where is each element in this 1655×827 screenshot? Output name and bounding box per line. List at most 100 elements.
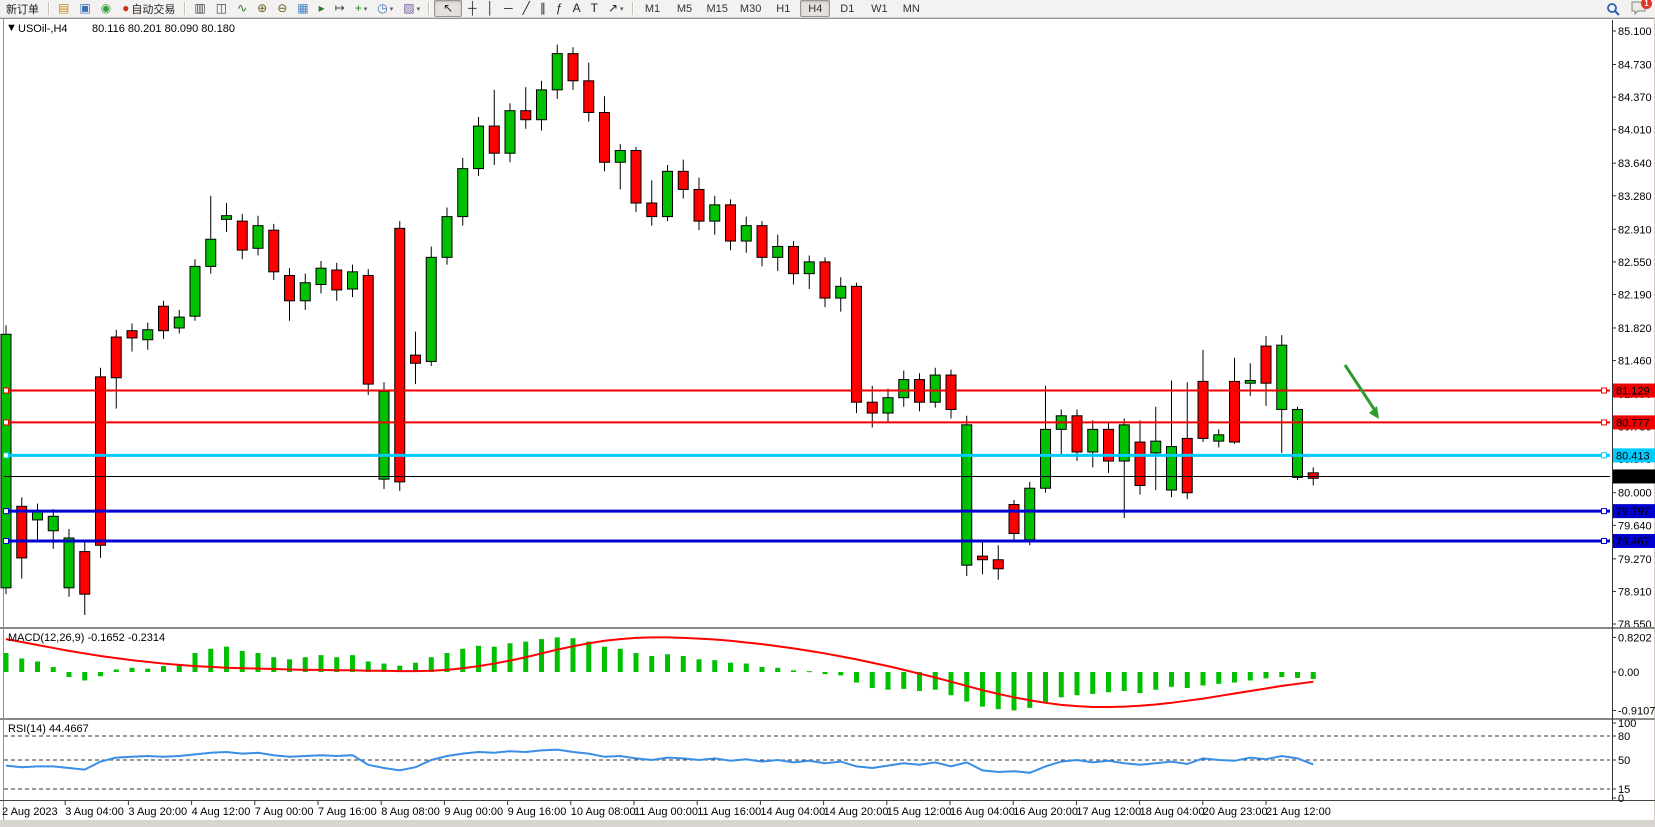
cursor-button[interactable]: ↖	[434, 0, 463, 17]
chart-shift-icon: ↦	[334, 1, 345, 15]
rsi-axis-label: 15	[1618, 784, 1630, 796]
text-button[interactable]: A	[569, 0, 585, 17]
candle	[126, 323, 138, 352]
pivot-line-handle[interactable]	[1601, 452, 1607, 459]
macd-histogram-bar	[539, 639, 544, 672]
rsi-panel-separator[interactable]	[0, 718, 1655, 720]
rsi-indicator-label: RSI(14) 44.4667	[8, 723, 89, 735]
macd-histogram-bar	[318, 655, 324, 672]
candle	[583, 62, 595, 122]
toolbar-right-group: 1	[1606, 0, 1652, 18]
timeframe-h1[interactable]: H1	[776, 2, 791, 15]
time-tick-label: 3 Aug 04:00	[65, 806, 124, 818]
macd-histogram-bar	[696, 659, 702, 672]
macd-histogram-bar	[334, 657, 340, 672]
macd-histogram-bar	[948, 672, 954, 696]
macd-histogram-bar	[176, 664, 182, 672]
resistance-line-2-handle[interactable]	[3, 419, 9, 426]
time-tick-label: 7 Aug 00:00	[255, 806, 314, 818]
macd-histogram-bar	[350, 655, 355, 672]
candle	[95, 367, 106, 558]
support-line-1-handle[interactable]	[3, 508, 9, 515]
macd-histogram-bar	[665, 654, 670, 672]
candle	[599, 96, 610, 172]
timeframe-d1[interactable]: D1	[840, 2, 855, 15]
signals-button[interactable]: ◉	[97, 0, 115, 17]
macd-histogram-bar	[728, 662, 733, 672]
support-line-2-handle[interactable]	[1601, 538, 1607, 545]
pivot-line-price-label: 80.413	[1616, 450, 1650, 462]
notifications-button[interactable]: 1	[1631, 0, 1652, 18]
candle	[614, 144, 626, 190]
new-chart-button[interactable]: ▣	[75, 0, 94, 17]
label-button[interactable]: T	[587, 0, 602, 17]
new-order-button[interactable]: 新订单	[6, 3, 39, 16]
support-line-2-handle[interactable]	[3, 538, 9, 545]
resistance-line-1-handle[interactable]	[1601, 387, 1607, 394]
resistance-line-2-handle[interactable]	[1601, 419, 1607, 426]
zoom-out-button[interactable]: ⊖	[273, 0, 291, 17]
symbol-dropdown-icon[interactable]: ▼	[6, 22, 17, 34]
signals-icon: ◉	[100, 1, 112, 15]
macd-panel-separator[interactable]	[0, 627, 1655, 629]
zoom-in-button[interactable]: ⊕	[253, 0, 271, 17]
candle	[63, 528, 75, 597]
macd-histogram-bar	[98, 672, 103, 677]
sell-signal-arrow[interactable]	[1343, 364, 1378, 413]
candle	[866, 385, 878, 428]
resistance-line-1-handle[interactable]	[3, 387, 9, 394]
timeframe-m30[interactable]: M30	[739, 2, 762, 15]
tile-windows-button[interactable]: ▦	[293, 0, 312, 17]
timeframe-m5[interactable]: M5	[676, 2, 693, 15]
support-line-1-handle[interactable]	[1601, 508, 1607, 515]
search-icon[interactable]	[1606, 2, 1621, 17]
bar-chart-icon: ▥	[194, 1, 206, 15]
macd-histogram-bar	[476, 645, 481, 672]
periods-clock-button[interactable]: ◷ ▾	[373, 0, 397, 17]
autotrade-button[interactable]: ● 自动交易	[117, 0, 180, 17]
timeframe-w1[interactable]: W1	[871, 2, 888, 15]
candle	[851, 282, 862, 414]
timeframe-m1[interactable]: M1	[644, 2, 661, 15]
bar-chart-button[interactable]: ▥	[190, 0, 209, 17]
fibonacci-button[interactable]: ƒ	[552, 0, 567, 17]
auto-scroll-button[interactable]: ▸	[315, 0, 329, 17]
time-tick-label: 8 Aug 08:00	[381, 806, 440, 818]
candle	[473, 117, 484, 176]
macd-histogram-bar	[791, 670, 796, 672]
toolbar: 新订单 ▤ ▣ ◉ ● 自动交易 ▥ ◫ ∿ ⊕ ⊖ ▦ ▸ ↦ + ▾ ◷ ▾ ▨ ▾ ↖ ┼ │ ─ ╱ ∥ ƒ A T ↗…	[0, 0, 1655, 18]
chart-shift-button[interactable]: ↦	[331, 0, 349, 17]
timeframe-m15[interactable]: M15	[706, 2, 728, 15]
macd-histogram-bar	[255, 653, 261, 672]
macd-histogram-bar	[287, 659, 292, 672]
autotrade-label: 自动交易	[131, 3, 176, 16]
macd-histogram-bar	[271, 657, 277, 672]
label-icon: T	[590, 1, 598, 15]
bid-price-label-bg	[1613, 469, 1655, 484]
candle	[1292, 406, 1303, 481]
macd-histogram-bar	[491, 646, 497, 672]
candle	[110, 329, 122, 409]
macd-axis-label: 0.8202	[1618, 632, 1652, 644]
candle	[536, 80, 547, 131]
templates-button[interactable]: ▨ ▾	[399, 0, 424, 17]
add-indicator-button[interactable]: + ▾	[351, 0, 372, 17]
timeframe-h4[interactable]: H4	[800, 0, 831, 17]
line-chart-button[interactable]: ∿	[233, 0, 251, 17]
macd-histogram-bar	[649, 655, 655, 672]
crosshair-button[interactable]: ┼	[464, 0, 481, 17]
pivot-line-handle[interactable]	[3, 452, 9, 459]
chevron-down-icon: ▾	[416, 5, 421, 13]
macd-histogram-bar	[381, 663, 387, 672]
timeframe-mn[interactable]: MN	[902, 2, 920, 15]
macd-histogram-bar	[1011, 672, 1017, 711]
candlestick-chart-button[interactable]: ◫	[212, 0, 231, 17]
trendline-button[interactable]: ╱	[519, 0, 534, 17]
vertical-line-button[interactable]: │	[483, 0, 499, 17]
channel-button[interactable]: ∥	[536, 0, 550, 17]
horizontal-line-button[interactable]: ─	[500, 0, 517, 17]
gold-stack-button[interactable]: ▤	[54, 0, 73, 17]
arrows-tool-button[interactable]: ↗ ▾	[604, 0, 628, 17]
macd-histogram-bar	[602, 646, 607, 672]
